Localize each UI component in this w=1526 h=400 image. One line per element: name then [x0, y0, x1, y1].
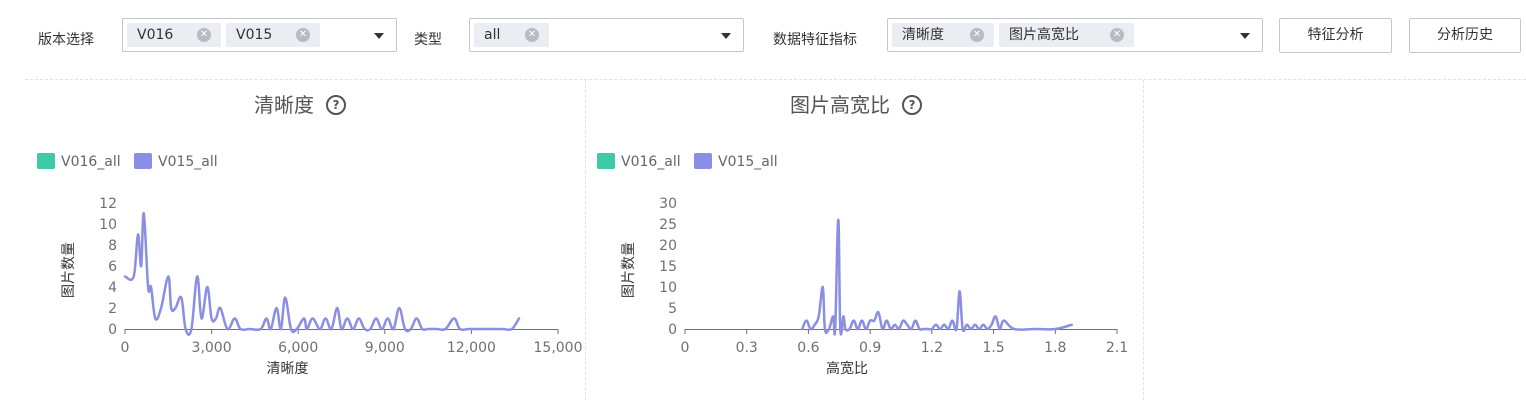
type-tag-label: all [484, 27, 501, 43]
x-tick-label: 9,000 [365, 340, 405, 356]
version-select-label: 版本选择 [38, 32, 94, 48]
y-axis-label: 图片数量 [621, 242, 637, 298]
version-select[interactable]: V016 ✕ V015 ✕ [122, 18, 397, 52]
type-select-label: 类型 [414, 32, 442, 48]
x-axis-label: 高宽比 [826, 360, 868, 377]
metric-tag-label: 图片高宽比 [1009, 27, 1079, 43]
panel-divider [585, 80, 586, 400]
x-tick-label: 12,000 [447, 340, 496, 356]
legend-item-v016[interactable]: V016_all [597, 153, 681, 171]
x-tick-label: 1.5 [982, 340, 1004, 356]
x-tick-label: 0.3 [736, 340, 758, 356]
x-tick-label: 15,000 [534, 340, 583, 356]
y-tick-label: 30 [659, 196, 677, 212]
version-tag-label: V016 [137, 27, 174, 43]
version-tag-label: V015 [236, 27, 273, 43]
version-tag-v016: V016 ✕ [127, 23, 221, 47]
clarity-chart: 0 3,000 6,000 9,000 12,000 15,000 0 2 4 6 8 10 12 清晰度… [61, 196, 583, 377]
panel-divider [1143, 80, 1144, 400]
x-axis-label: 清晰度 [267, 361, 309, 377]
series-line-v015-all[interactable] [801, 218, 1073, 336]
series-line-v015-all[interactable] [123, 212, 521, 336]
close-circle-icon[interactable]: ✕ [525, 28, 539, 42]
question-circle-icon[interactable]: ? [326, 95, 346, 115]
aspect-ratio-chart: 0 0.3 0.6 0.9 1.2 1.5 1.8 2.1 0 5 10 15 20 25 30 高宽比 图片数… [621, 196, 1128, 377]
legend-label: V016_all [621, 154, 681, 170]
legend-label: V015_all [718, 154, 778, 170]
chart-title-text: 图片高宽比 [790, 93, 890, 117]
y-tick-label: 0 [668, 322, 677, 338]
y-tick-label: 8 [108, 238, 117, 254]
metric-tag-clarity: 清晰度 ✕ [892, 23, 994, 47]
question-circle-icon[interactable]: ? [902, 95, 922, 115]
x-tick-label: 0.9 [859, 340, 881, 356]
x-tick-label: 1.2 [921, 340, 943, 356]
chart-title-text: 清晰度 [254, 93, 314, 117]
legend-item-v015[interactable]: V015_all [694, 153, 778, 171]
x-tick-label: 0 [121, 340, 130, 356]
feature-analysis-button[interactable]: 特征分析 [1279, 18, 1392, 53]
close-circle-icon[interactable]: ✕ [197, 28, 211, 42]
analysis-history-button[interactable]: 分析历史 [1409, 18, 1521, 53]
legend-label: V015_all [158, 154, 218, 170]
y-tick-label: 0 [108, 322, 117, 338]
type-tag-all: all ✕ [474, 23, 549, 47]
x-tick-label: 1.8 [1044, 340, 1066, 356]
chevron-down-icon[interactable] [374, 33, 384, 39]
close-circle-icon[interactable]: ✕ [1110, 28, 1124, 42]
chevron-down-icon[interactable] [721, 33, 731, 39]
y-tick-label: 20 [659, 238, 677, 254]
legend-swatch [37, 153, 55, 169]
chart-title: 图片高宽比? [790, 91, 922, 119]
chart-title: 清晰度? [254, 91, 346, 119]
chevron-down-icon[interactable] [1240, 33, 1250, 39]
y-tick-label: 12 [99, 196, 117, 212]
y-tick-label: 15 [659, 259, 677, 275]
x-tick-label: 0 [681, 340, 690, 356]
y-tick-label: 4 [108, 280, 117, 296]
y-tick-label: 2 [108, 301, 117, 317]
legend-item-v016[interactable]: V016_all [37, 153, 121, 171]
y-tick-label: 5 [668, 301, 677, 317]
header-divider [25, 79, 1526, 80]
y-tick-label: 10 [659, 280, 677, 296]
x-tick-label: 3,000 [192, 340, 232, 356]
x-tick-label: 0.6 [797, 340, 819, 356]
x-tick-label: 2.1 [1106, 340, 1128, 356]
legend-swatch [134, 153, 152, 169]
y-tick-label: 10 [99, 217, 117, 233]
y-axis-label: 图片数量 [61, 242, 77, 298]
close-circle-icon[interactable]: ✕ [296, 28, 310, 42]
metric-select-label: 数据特征指标 [773, 32, 857, 48]
metric-tag-label: 清晰度 [902, 27, 944, 43]
type-select[interactable]: all ✕ [469, 18, 744, 52]
y-tick-label: 25 [659, 217, 677, 233]
legend-label: V016_all [61, 154, 121, 170]
close-circle-icon[interactable]: ✕ [970, 28, 984, 42]
metric-tag-aspect-ratio: 图片高宽比 ✕ [999, 23, 1134, 47]
x-tick-label: 6,000 [278, 340, 318, 356]
legend-swatch [597, 153, 615, 169]
legend-swatch [694, 153, 712, 169]
metric-select[interactable]: 清晰度 ✕ 图片高宽比 ✕ [887, 18, 1263, 52]
legend-item-v015[interactable]: V015_all [134, 153, 218, 171]
version-tag-v015: V015 ✕ [226, 23, 320, 47]
y-tick-label: 6 [108, 259, 117, 275]
